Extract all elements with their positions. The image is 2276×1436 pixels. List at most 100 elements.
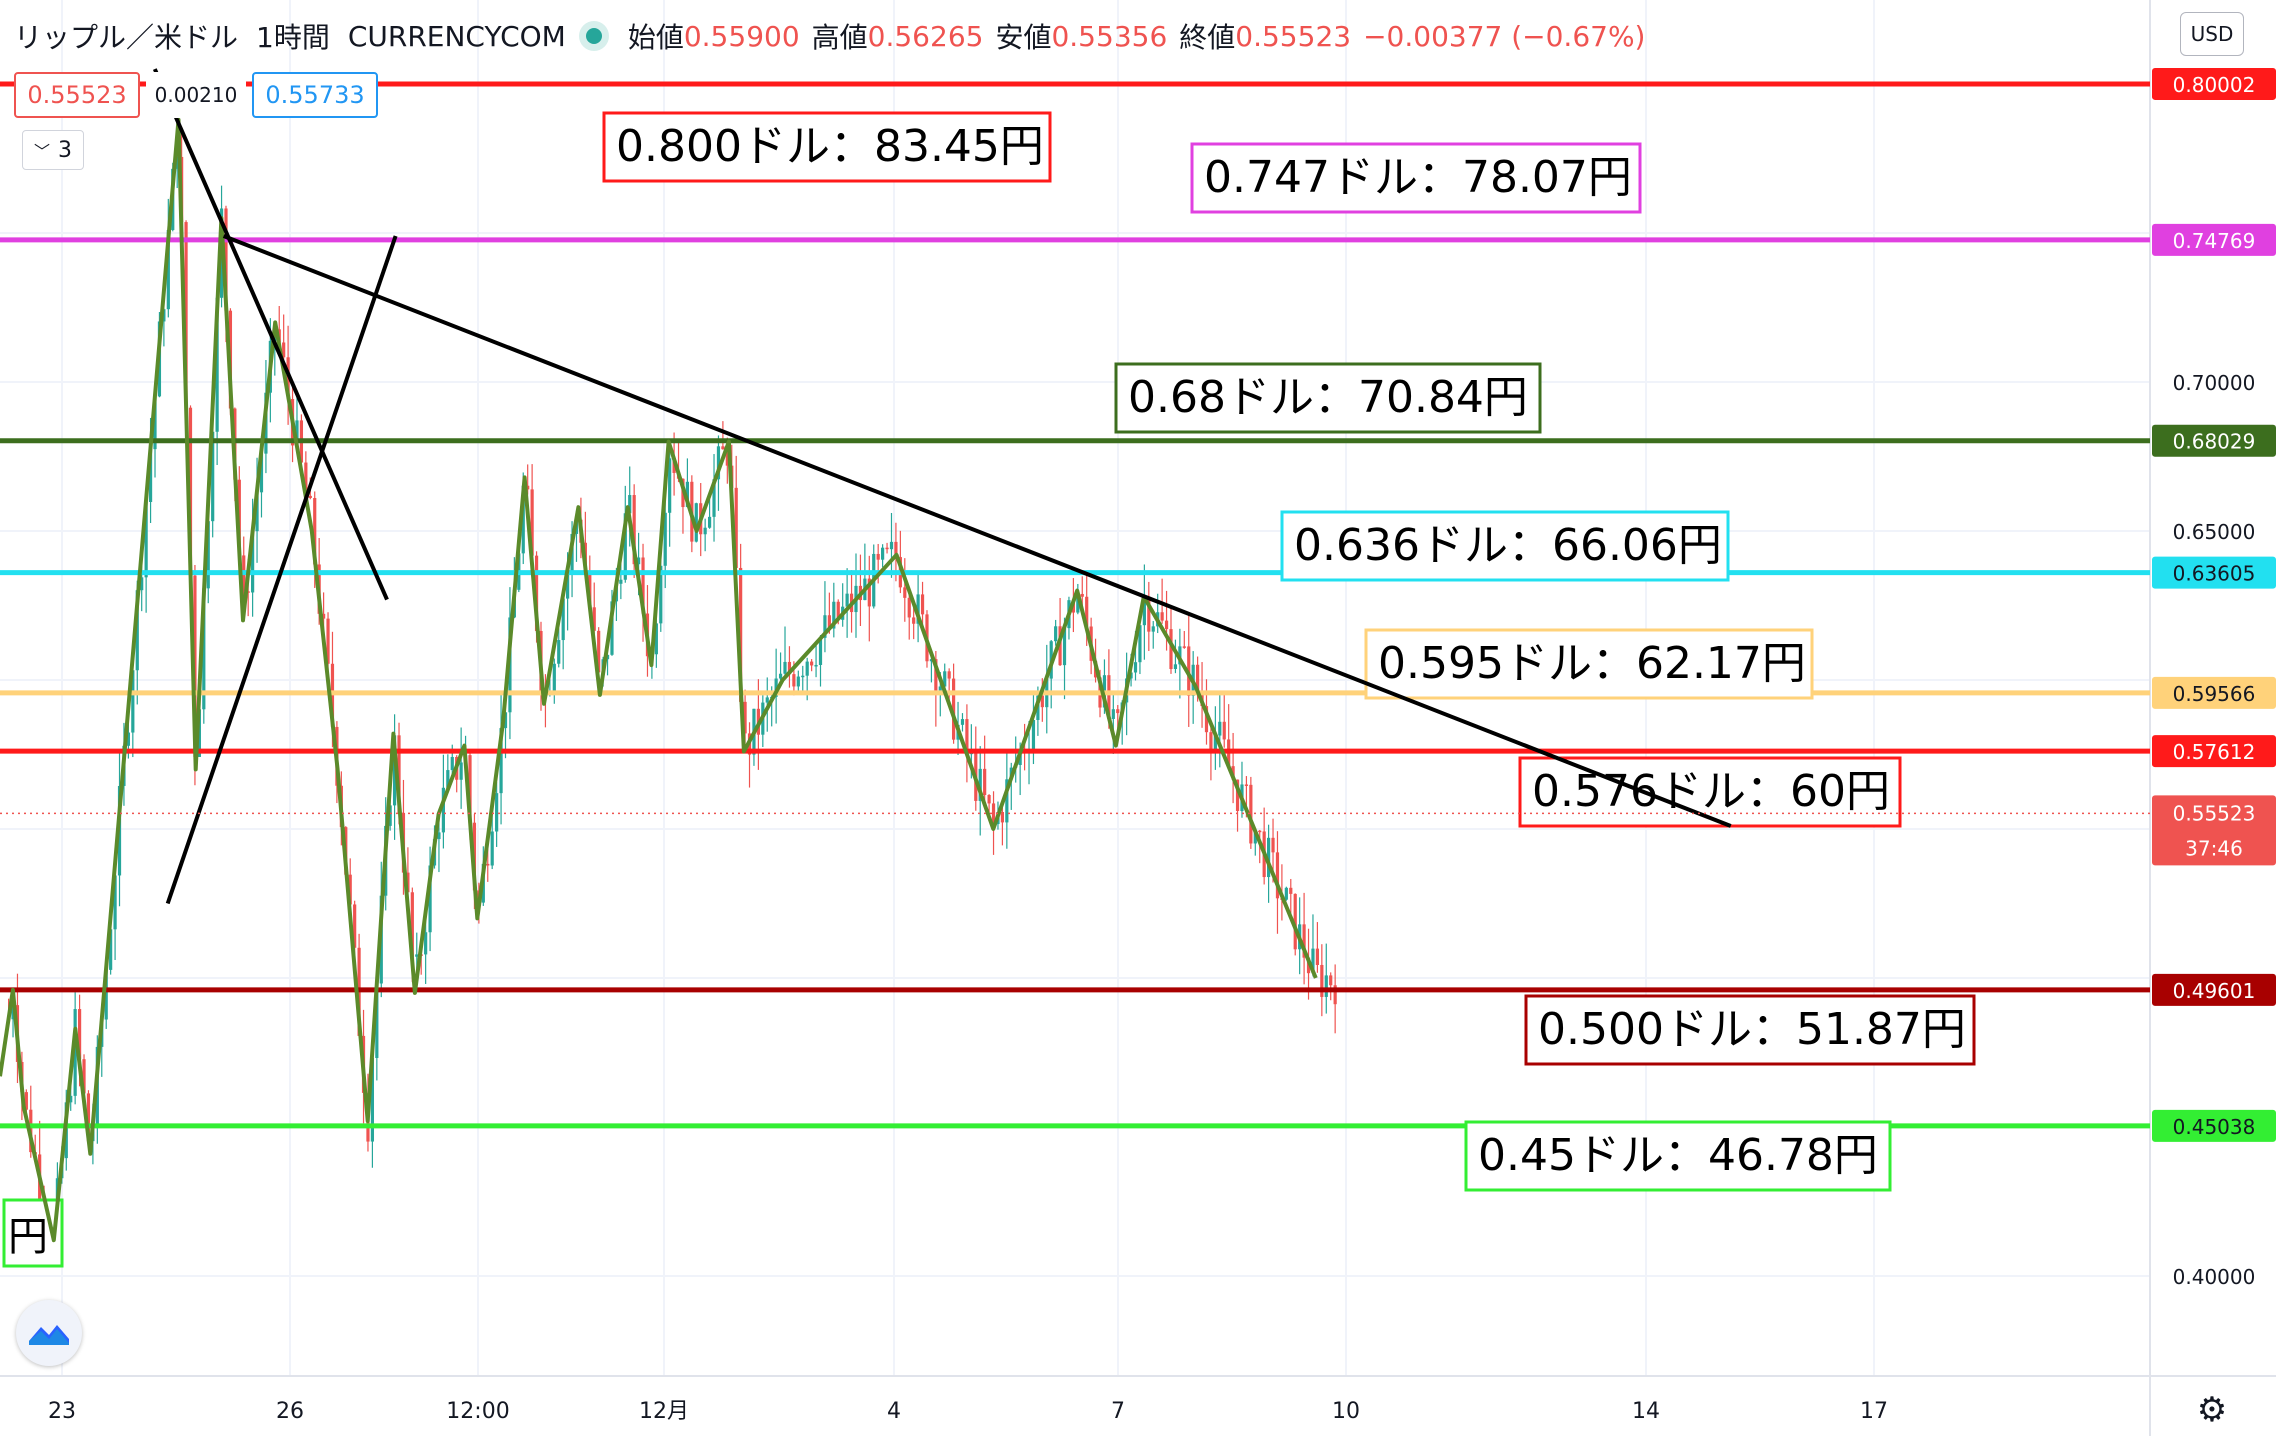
high-label: 高値: [811, 21, 868, 54]
candle-body: [668, 458, 672, 513]
level-price-text: 0.74769: [2173, 229, 2256, 253]
candle-body: [459, 762, 463, 780]
buy-button[interactable]: 0.55733: [252, 72, 378, 118]
candle-body: [77, 1009, 82, 1060]
candle-body: [739, 567, 743, 702]
level-annotation-text: 0.636ドル：66.06円: [1294, 520, 1722, 571]
candle-body: [1164, 620, 1169, 630]
candle-body: [1080, 593, 1084, 597]
candle-body: [1196, 664, 1200, 694]
currency-button[interactable]: USD: [2180, 12, 2244, 56]
candle-body: [104, 969, 108, 1020]
candle-body: [685, 481, 690, 508]
level-price-text: 0.45038: [2173, 1115, 2256, 1139]
countdown-text: 37:46: [2185, 836, 2243, 860]
tradingview-logo-icon[interactable]: [16, 1300, 82, 1366]
symbol-name[interactable]: リップル／米ドル: [14, 21, 239, 54]
candle-body: [1235, 779, 1240, 812]
candle-body: [424, 932, 428, 955]
candle-body: [561, 598, 565, 641]
level-annotation-box: [1364, 628, 1814, 700]
indicator-count: 3: [58, 137, 72, 163]
candle-body: [73, 1009, 77, 1096]
candle-body: [495, 793, 499, 832]
trendline: [165, 235, 398, 905]
candle-body: [743, 701, 747, 734]
candle-body: [694, 503, 698, 542]
candle-body: [1320, 964, 1324, 997]
x-tick-label: 4: [887, 1399, 901, 1424]
x-tick-label: 7: [1111, 1399, 1125, 1424]
candle-body: [82, 1059, 86, 1094]
candle-body: [166, 230, 170, 310]
candle-body: [153, 396, 157, 450]
level-price-text: 0.68029: [2173, 430, 2256, 454]
candle-body: [597, 630, 601, 673]
candle-body: [978, 768, 982, 801]
candle-body: [1267, 837, 1271, 878]
level-annotation: 0.45ドル：46.78円: [1464, 1120, 1892, 1192]
x-tick-label: 17: [1860, 1399, 1888, 1424]
candle-body: [69, 1095, 73, 1103]
candle-body: [1040, 695, 1044, 708]
candle-body: [1169, 629, 1173, 670]
level-price-text: 0.63605: [2173, 562, 2256, 586]
current-price-label: 0.55523 37:46: [2152, 795, 2276, 866]
level-annotation: 0.68ドル：70.84円: [1114, 362, 1542, 434]
candle-body: [1271, 837, 1275, 853]
candle-body: [1289, 887, 1293, 894]
candle-body: [566, 570, 570, 599]
candle-body: [965, 719, 969, 754]
candle-body: [810, 661, 814, 666]
candle-body: [801, 675, 805, 678]
candle-body: [943, 671, 947, 687]
candle-body: [894, 541, 898, 558]
level-annotation-text: 0.800ドル：83.45円: [616, 121, 1044, 172]
candle-body: [659, 565, 663, 624]
candle-body: [1058, 626, 1062, 666]
market-status-icon: [585, 28, 602, 44]
candle-body: [734, 487, 738, 568]
sell-button[interactable]: 0.55523: [14, 72, 140, 118]
candle-body: [920, 594, 925, 615]
x-tick-label: 14: [1632, 1399, 1660, 1424]
candle-body: [823, 615, 827, 638]
candle-body: [654, 623, 658, 655]
gear-icon[interactable]: ⚙: [2196, 1390, 2228, 1430]
level-annotation: 0.595ドル：62.17円: [1364, 628, 1814, 700]
candle-body: [322, 613, 326, 619]
candle-body: [202, 588, 206, 710]
x-tick-label: 12月: [639, 1399, 689, 1424]
level-annotation-box: [1190, 142, 1642, 214]
candle-body: [126, 732, 130, 746]
candle-body: [1142, 596, 1146, 626]
chevron-down-icon: ﹀: [33, 142, 50, 161]
collapse-indicators-button[interactable]: ﹀ 3: [22, 130, 84, 170]
candle-body: [162, 309, 166, 322]
candle-body: [827, 615, 831, 629]
candle-body: [818, 637, 823, 665]
candle-body: [983, 768, 987, 796]
level-price-text: 0.59566: [2173, 682, 2256, 706]
candle-body: [184, 222, 188, 408]
candle-body: [1031, 719, 1036, 749]
level-annotation-text: 0.500ドル：51.87円: [1538, 1004, 1966, 1055]
candle-body: [663, 512, 667, 566]
candle-body: [1076, 593, 1080, 613]
candle-body: [375, 983, 379, 1058]
interval-label[interactable]: 1時間: [256, 21, 330, 54]
candle-body: [1244, 784, 1249, 786]
level-price-label: 0.80002: [2152, 67, 2276, 100]
level-price-label: 0.59566: [2152, 676, 2276, 709]
candle-body: [1085, 596, 1089, 627]
candle-body: [428, 865, 432, 933]
exchange-label: CURRENCYCOM: [347, 19, 566, 53]
candle-body: [1204, 706, 1209, 733]
candle-body: [1107, 675, 1111, 719]
candle-body: [224, 208, 228, 311]
candle-body: [641, 557, 645, 614]
level-price-bg: [2152, 735, 2276, 768]
candle-body: [637, 557, 641, 565]
candle-body: [1293, 893, 1297, 950]
